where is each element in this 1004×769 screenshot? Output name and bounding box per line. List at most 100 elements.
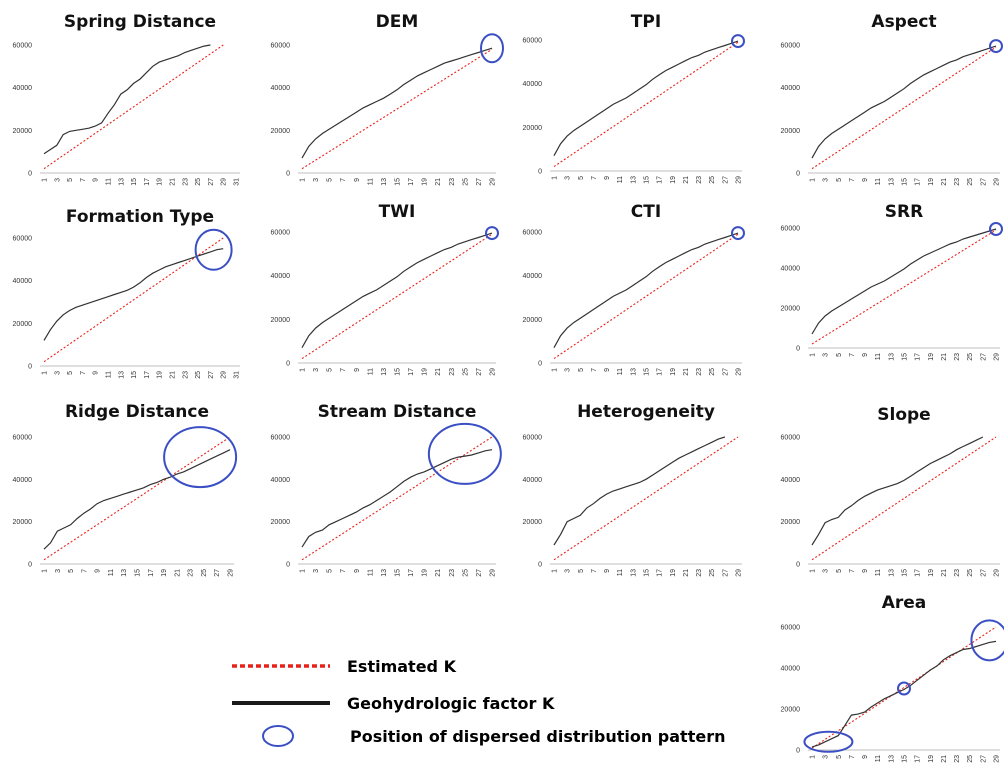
x-tick-label: 15	[395, 178, 402, 186]
x-tick-label: 7	[849, 353, 856, 357]
x-tick-label: 17	[915, 755, 922, 763]
x-tick-label: 7	[849, 755, 856, 759]
x-tick-label: 9	[354, 368, 361, 372]
x-tick-label: 15	[131, 371, 138, 379]
chart-title: CTI	[631, 202, 661, 222]
y-tick-label: 60000	[523, 230, 543, 237]
legend-circle-swatch	[262, 725, 294, 747]
y-tick-label: 40000	[13, 85, 33, 92]
x-tick-label: 9	[93, 178, 100, 182]
x-tick-label: 31	[234, 371, 241, 379]
x-tick-label: 27	[722, 176, 729, 184]
y-tick-label: 40000	[781, 477, 801, 484]
x-tick-label: 9	[604, 569, 611, 573]
x-tick-label: 23	[449, 178, 456, 186]
y-tick-label: 60000	[13, 435, 33, 442]
x-tick-label: 17	[408, 178, 415, 186]
x-tick-label: 29	[736, 176, 743, 184]
x-tick-label: 19	[670, 176, 677, 184]
x-tick-label: 13	[381, 569, 388, 577]
y-tick-label: 20000	[523, 519, 543, 526]
x-tick-label: 7	[591, 176, 598, 180]
y-tick-label: 20000	[271, 519, 291, 526]
chart-title: TWI	[379, 202, 416, 222]
x-tick-label: 13	[888, 755, 895, 763]
x-tick-label: 11	[367, 178, 374, 185]
y-tick-label: 0	[286, 562, 290, 569]
x-tick-label: 15	[135, 569, 142, 577]
x-tick-label: 19	[928, 569, 935, 577]
x-tick-label: 17	[144, 178, 151, 186]
x-tick-label: 27	[476, 178, 483, 186]
x-tick-label: 25	[201, 569, 208, 577]
x-tick-label: 5	[327, 178, 334, 182]
x-tick-label: 1	[42, 569, 49, 573]
x-tick-label: 5	[578, 569, 585, 573]
x-tick-label: 23	[954, 178, 961, 186]
y-tick-label: 40000	[13, 477, 33, 484]
x-tick-label: 3	[823, 178, 830, 182]
x-tick-label: 29	[994, 178, 1001, 186]
x-tick-label: 1	[810, 178, 817, 182]
x-tick-label: 15	[644, 569, 651, 577]
x-tick-label: 19	[161, 569, 168, 577]
y-tick-label: 0	[796, 748, 800, 755]
x-tick-label: 25	[967, 178, 974, 186]
y-tick-label: 40000	[781, 85, 801, 92]
x-tick-label: 11	[106, 178, 113, 185]
y-tick-label: 60000	[523, 435, 543, 442]
y-tick-label: 20000	[781, 519, 801, 526]
x-tick-label: 1	[300, 178, 307, 182]
x-tick-label: 25	[462, 368, 469, 376]
x-tick-label: 1	[42, 371, 49, 375]
x-tick-label: 23	[954, 569, 961, 577]
x-tick-label: 21	[170, 371, 177, 379]
geohydrologic-factor-k-line	[43, 248, 224, 341]
x-tick-label: 5	[67, 178, 74, 182]
x-tick-label: 3	[565, 368, 572, 372]
estimated-k-line	[301, 48, 493, 170]
x-tick-label: 7	[340, 569, 347, 573]
y-tick-label: 20000	[13, 321, 33, 328]
x-tick-label: 27	[208, 371, 215, 379]
y-tick-label: 20000	[781, 707, 801, 714]
y-tick-label: 40000	[271, 85, 291, 92]
x-tick-label: 15	[644, 176, 651, 184]
x-tick-label: 17	[915, 569, 922, 577]
chart-title: Formation Type	[66, 207, 214, 227]
chart-title: DEM	[376, 12, 419, 32]
y-tick-label: 60000	[271, 230, 291, 237]
x-tick-label: 21	[170, 178, 177, 186]
x-tick-label: 15	[902, 569, 909, 577]
y-tick-label: 0	[28, 562, 32, 569]
estimated-k-line	[553, 41, 739, 168]
x-tick-label: 3	[823, 569, 830, 573]
dispersed-pattern-marker	[989, 222, 1003, 236]
geohydrologic-factor-k-line	[811, 436, 984, 546]
x-tick-label: 19	[670, 569, 677, 577]
x-tick-label: 21	[683, 569, 690, 577]
x-tick-label: 9	[95, 569, 102, 573]
x-tick-label: 7	[81, 569, 88, 573]
y-tick-label: 0	[28, 364, 32, 371]
x-tick-label: 23	[182, 371, 189, 379]
x-tick-label: 3	[55, 569, 62, 573]
x-tick-label: 5	[578, 368, 585, 372]
y-tick-label: 40000	[523, 477, 543, 484]
x-tick-label: 1	[300, 569, 307, 573]
y-tick-label: 20000	[781, 306, 801, 313]
estimated-k-line	[301, 233, 493, 360]
dispersed-pattern-marker	[989, 39, 1003, 54]
y-tick-label: 20000	[13, 519, 33, 526]
x-tick-label: 5	[327, 569, 334, 573]
x-tick-label: 13	[888, 569, 895, 577]
y-tick-label: 40000	[523, 81, 543, 88]
x-tick-label: 9	[862, 353, 869, 357]
estimated-k-line	[811, 46, 997, 170]
x-tick-label: 9	[93, 371, 100, 375]
x-tick-label: 9	[354, 178, 361, 182]
